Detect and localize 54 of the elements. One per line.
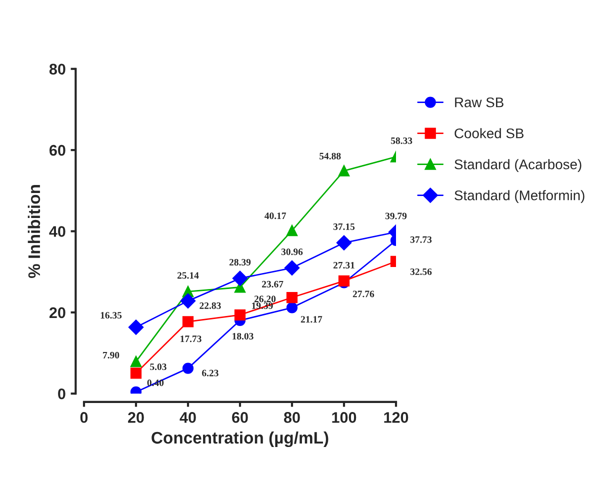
data-label: 6.23 (202, 370, 218, 376)
data-label: 39.79 (385, 212, 407, 220)
data-label: 54.88 (320, 152, 341, 160)
x-tick-label: 100 (332, 412, 356, 423)
point (286, 302, 298, 314)
data-label: 27.31 (333, 262, 354, 269)
data-label: 22.83 (200, 302, 221, 309)
x-tick-label: 20 (128, 412, 144, 423)
y-tick-label: 20 (49, 307, 66, 318)
data-label: 32.56 (410, 268, 432, 276)
data-label: 25.14 (177, 272, 199, 279)
legend-label: Raw SB (455, 97, 504, 108)
point (286, 292, 298, 304)
y-tick-label: 40 (49, 226, 66, 237)
x-tick-label: 80 (284, 412, 300, 423)
data-label: 27.76 (352, 290, 374, 298)
legend-label: Standard (Acarbose) (454, 159, 582, 172)
x-axis-title: Concentration (µg/mL) (152, 431, 328, 448)
data-label: 5.03 (150, 364, 166, 370)
data-label: 40.17 (264, 212, 286, 220)
data-label: 37.15 (333, 223, 355, 230)
y-tick-label: 0 (58, 388, 66, 400)
point (284, 260, 300, 276)
x-tick-label: 120 (384, 412, 408, 423)
point (128, 320, 144, 335)
data-label: 7.90 (103, 352, 120, 358)
legend-label: Cooked SB (454, 128, 524, 138)
point (336, 235, 352, 250)
data-label: 16.35 (100, 312, 122, 319)
data-label: 21.17 (300, 316, 322, 323)
point (286, 224, 298, 236)
y-axis-title: % Inhibition (28, 185, 40, 278)
point (182, 362, 194, 374)
data-label: 18.03 (232, 332, 254, 340)
y-tick-label: 80 (49, 64, 66, 75)
data-label: 58.33 (391, 137, 412, 144)
point (182, 316, 194, 328)
data-label: 28.39 (229, 258, 251, 266)
legend-label: Standard (Metformin) (454, 190, 584, 204)
point (232, 270, 248, 286)
x-tick-label: 60 (232, 412, 248, 423)
data-label: 26.20 (254, 296, 276, 302)
point (130, 368, 142, 379)
data-label: 30.96 (281, 248, 303, 256)
x-tick-label: 0 (80, 412, 88, 423)
y-tick-label: 60 (50, 144, 66, 156)
data-label: 17.73 (180, 336, 202, 342)
point (130, 356, 142, 368)
point (234, 309, 246, 320)
data-label: 37.73 (410, 236, 432, 243)
x-tick-label: 40 (180, 412, 196, 423)
point (338, 165, 350, 176)
point (180, 293, 196, 309)
data-label: 23.67 (262, 280, 284, 288)
